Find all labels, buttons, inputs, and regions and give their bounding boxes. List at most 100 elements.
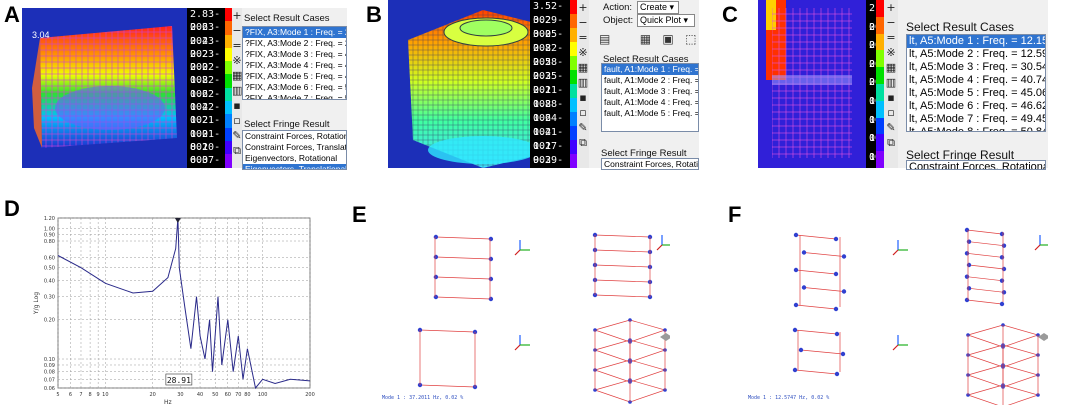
square-icon[interactable]: ▪ [887, 91, 895, 104]
pencil-icon[interactable]: ✎ [578, 121, 588, 134]
x-tick-label: 5 [56, 392, 59, 398]
front-view-node [793, 232, 799, 238]
list-item[interactable]: fault, A1:Mode 1 : Freq. = 41.539 [602, 64, 698, 75]
list-item[interactable]: ?FIX, A3:Mode 6 : Freq. = 50.462 [245, 82, 346, 92]
fringe-plot-icon[interactable]: ▣ [662, 32, 674, 46]
fringe-icon[interactable]: ▥ [232, 84, 243, 97]
list-item[interactable]: lt, A5:Mode 8 : Freq. = 50.844 [909, 126, 1046, 132]
plus-icon[interactable]: + [232, 9, 242, 22]
fringe-icon[interactable]: ▥ [885, 76, 897, 89]
plus-icon[interactable]: + [578, 1, 588, 14]
action-select[interactable]: Create ▾ [637, 1, 679, 14]
mesh-icon[interactable]: ▦ [639, 32, 652, 46]
list-item[interactable]: ?FIX, A3:Mode 5 : Freq. = 49.425 [245, 71, 346, 81]
panel-c-fringe-list[interactable]: Constraint Forces, Rotational [906, 160, 1046, 170]
list-item[interactable]: ?FIX, A3:Mode 7 : Freq. = 50.913 [245, 93, 346, 100]
panel-e-svg [417, 232, 672, 404]
list-item[interactable]: Constraint Forces, Translational [245, 142, 347, 152]
deform-icon[interactable]: ⬚ [685, 32, 697, 46]
list-item[interactable]: fault, A1:Mode 3 : Freq. = 51.17 [604, 86, 698, 96]
side-view-node [966, 262, 972, 268]
list-item[interactable]: ?FIX, A3:Mode 2 : Freq. = 29.542 [245, 38, 346, 48]
equals-icon[interactable]: = [232, 39, 242, 52]
panel-b-result-cases-list[interactable]: fault, A1:Mode 1 : Freq. = 41.539fault, … [601, 63, 699, 132]
front-view-beam [803, 287, 845, 292]
list-item[interactable]: ?FIX, A3:Mode 3 : Freq. = 46.863 [245, 49, 346, 59]
side-view-beam [594, 279, 651, 283]
pencil-icon[interactable]: ✎ [232, 129, 242, 142]
panel-b-fringe-list[interactable]: Constraint Forces, Rotational [601, 158, 699, 170]
y-tick-label: 0.40 [44, 278, 55, 284]
scale-icon[interactable]: ※ [232, 54, 242, 67]
minus-icon[interactable]: − [578, 16, 588, 29]
list-item[interactable]: fault, A1:Mode 5 : Freq. = 52.288 [604, 108, 698, 118]
plus-icon[interactable]: + [886, 1, 896, 14]
list-item[interactable]: ?FIX, A3:Mode 1 : Freq. = 26.317 [243, 27, 346, 38]
legend-swatch [225, 140, 232, 155]
x-tick-label: 100 [258, 392, 268, 398]
front-view-beam [435, 236, 491, 240]
legend-swatch [225, 87, 232, 102]
box-icon[interactable]: ▫ [887, 106, 895, 119]
list-item[interactable]: lt, A5:Mode 4 : Freq. = 40.745 [909, 74, 1046, 86]
panel-label-b: B [366, 2, 382, 27]
front-axis-y [892, 249, 899, 256]
list-item[interactable]: lt, A5:Mode 7 : Freq. = 49.456 [909, 113, 1046, 125]
legend-swatch [225, 34, 232, 48]
grid-icon[interactable]: ▦ [232, 69, 243, 82]
panel-a-fringe-list[interactable]: Constraint Forces, Rotational Constraint … [242, 130, 347, 170]
copy-icon[interactable]: ⧉ [579, 136, 587, 149]
list-item[interactable]: lt, A5:Mode 3 : Freq. = 30.541 [909, 61, 1046, 73]
box-icon[interactable]: ▫ [233, 114, 241, 127]
x-tick-label: 7 [79, 392, 82, 398]
side-axis-y [1034, 244, 1041, 251]
panel-label-c: C [722, 2, 738, 27]
list-item[interactable]: Constraint Forces, Rotational [909, 161, 1046, 170]
list-item[interactable]: lt, A5:Mode 1 : Freq. = 12.154 [907, 35, 1046, 48]
panel-a-result-cases-list[interactable]: ?FIX, A3:Mode 1 : Freq. = 26.317?FIX, A3… [242, 26, 347, 100]
list-item[interactable]: ?FIX, A3:Mode 4 : Freq. = 49.042 [245, 60, 346, 70]
action-select-value: Create [640, 2, 668, 12]
list-item[interactable]: lt, A5:Mode 6 : Freq. = 46.629 [909, 100, 1046, 112]
plan-view-beam [794, 329, 838, 335]
x-tick-label: 8 [89, 392, 92, 398]
list-item[interactable]: Eigenvectors, Translational [243, 164, 346, 169]
legend-swatch [570, 42, 577, 56]
square-icon[interactable]: ▪ [233, 99, 241, 112]
layers-icon[interactable]: ▤ [599, 32, 611, 46]
minus-icon[interactable]: − [886, 16, 896, 29]
grid-icon[interactable]: ▦ [885, 61, 897, 74]
panel-label-a: A [4, 2, 20, 27]
minus-icon[interactable]: − [232, 24, 242, 37]
front-view-beam [795, 304, 837, 310]
legend-swatch [876, 134, 884, 152]
pencil-icon[interactable]: ✎ [886, 121, 896, 134]
y-tick-label: 0.06 [44, 386, 55, 392]
square-icon[interactable]: ▪ [579, 91, 587, 104]
legend-swatch [876, 100, 884, 118]
panel-c-model [766, 0, 852, 158]
list-item[interactable]: Constraint Forces, Rotational [245, 131, 347, 141]
grid-icon[interactable]: ▦ [577, 61, 589, 74]
legend-value: 1.88-002 [533, 99, 564, 124]
copy-icon[interactable]: ⧉ [887, 136, 895, 149]
list-item[interactable]: fault, A1:Mode 2 : Freq. = 44.892 [604, 75, 698, 85]
equals-icon[interactable]: = [886, 31, 896, 44]
front-view-node [488, 276, 494, 282]
list-item[interactable]: lt, A5:Mode 5 : Freq. = 45.069 [909, 87, 1046, 99]
list-item[interactable]: Constraint Forces, Rotational [604, 159, 699, 169]
copy-icon[interactable]: ⧉ [233, 144, 241, 157]
x-tick-label: 30 [177, 392, 183, 398]
equals-icon[interactable]: = [578, 31, 588, 44]
legend-swatch [570, 14, 577, 28]
scale-icon[interactable]: ※ [886, 46, 896, 59]
object-select[interactable]: Quick Plot ▾ [637, 14, 695, 27]
list-item[interactable]: Eigenvectors, Rotational [245, 153, 338, 163]
front-view-node [801, 285, 807, 290]
scale-icon[interactable]: ※ [578, 46, 588, 59]
fringe-icon[interactable]: ▥ [577, 76, 589, 89]
list-item[interactable]: lt, A5:Mode 2 : Freq. = 12.595 [909, 48, 1046, 60]
list-item[interactable]: fault, A1:Mode 4 : Freq. = 51.937 [604, 97, 698, 107]
box-icon[interactable]: ▫ [579, 106, 587, 119]
panel-c-result-cases-list[interactable]: lt, A5:Mode 1 : Freq. = 12.154 lt, A5:Mod… [906, 34, 1046, 132]
